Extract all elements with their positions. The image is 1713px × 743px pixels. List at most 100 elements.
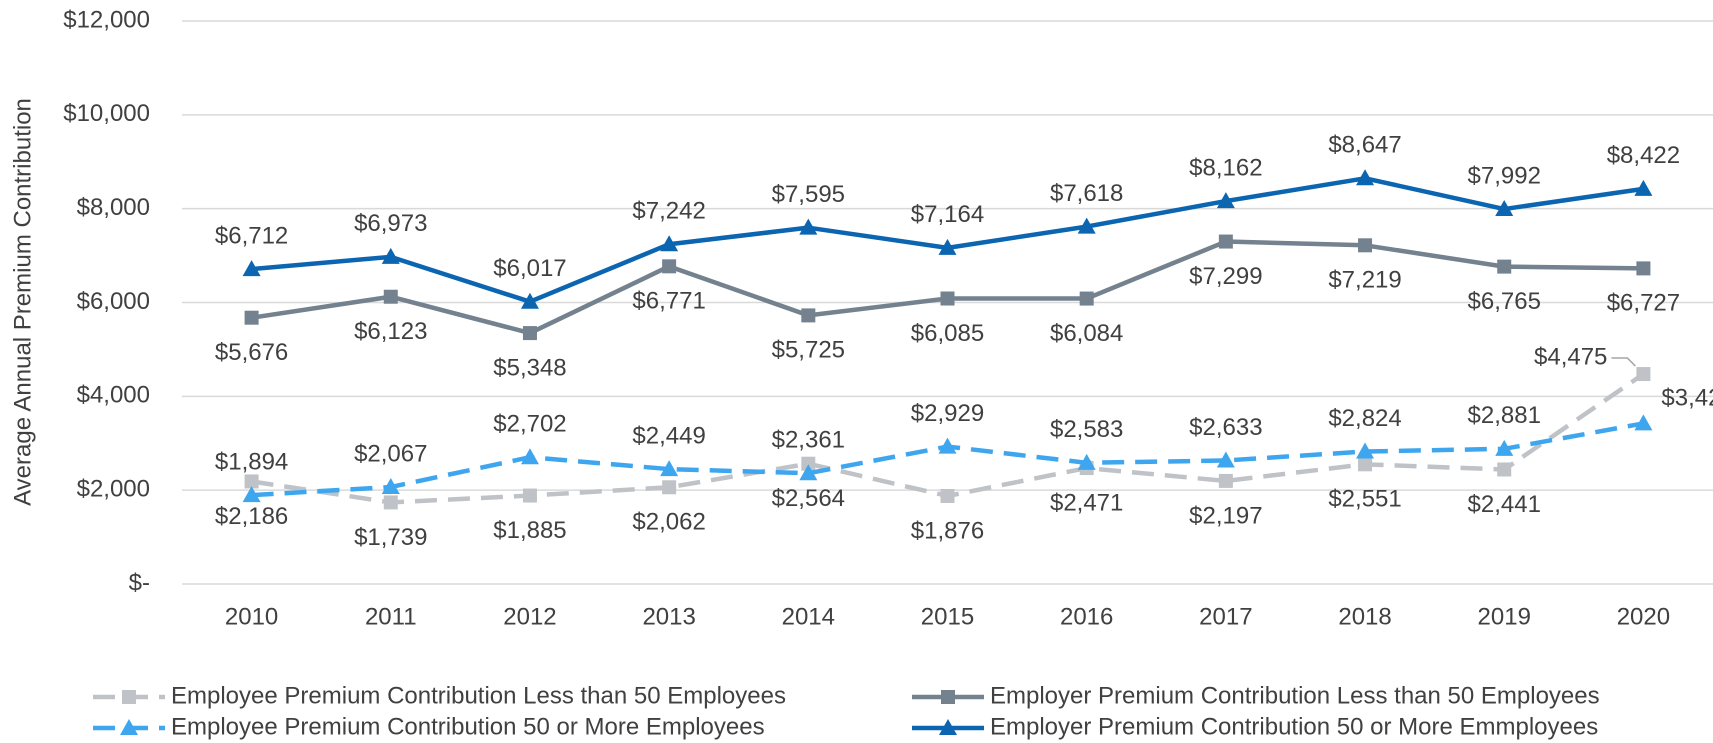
data-label: $7,595 xyxy=(772,181,845,208)
point-marker xyxy=(383,289,398,304)
point-marker xyxy=(1218,473,1233,488)
data-label: $6,017 xyxy=(493,255,566,282)
data-label: $2,197 xyxy=(1189,502,1262,529)
point-marker xyxy=(801,456,816,471)
data-label: $2,633 xyxy=(1189,414,1262,441)
point-marker xyxy=(381,478,400,495)
data-label: $2,441 xyxy=(1468,491,1541,518)
y-tick-label: $2,000 xyxy=(77,476,150,503)
data-label: $3,423 xyxy=(1661,385,1713,412)
data-label: $5,348 xyxy=(493,354,566,381)
data-label: $7,164 xyxy=(911,201,984,228)
data-label: $2,929 xyxy=(911,400,984,427)
x-tick-label: 2019 xyxy=(1478,603,1531,630)
data-label: $6,123 xyxy=(354,318,427,345)
data-label: $2,702 xyxy=(493,411,566,438)
point-marker xyxy=(799,464,818,481)
data-label: $5,725 xyxy=(772,337,845,364)
point-marker xyxy=(662,480,677,495)
series-line xyxy=(251,421,1644,498)
x-tick-label: 2014 xyxy=(782,603,835,630)
x-tick-label: 2016 xyxy=(1060,603,1113,630)
data-label: $2,881 xyxy=(1468,402,1541,429)
point-marker xyxy=(662,259,677,274)
point-marker xyxy=(520,292,539,309)
y-tick-label: $12,000 xyxy=(63,6,150,33)
point-marker xyxy=(801,308,816,323)
y-tick-label: $4,000 xyxy=(77,382,150,409)
x-tick-label: 2018 xyxy=(1338,603,1391,630)
data-label: $6,771 xyxy=(632,288,705,315)
x-tick-label: 2012 xyxy=(503,603,556,630)
leader-line xyxy=(1611,357,1636,367)
data-label: $6,765 xyxy=(1468,288,1541,315)
point-marker xyxy=(1636,367,1651,382)
data-label: $2,067 xyxy=(354,440,427,467)
data-label: $2,062 xyxy=(632,509,705,536)
x-tick-label: 2017 xyxy=(1199,603,1252,630)
data-label: $4,475 xyxy=(1534,343,1607,370)
point-marker xyxy=(1497,259,1512,274)
data-label: $2,186 xyxy=(215,503,288,530)
point-marker xyxy=(660,460,679,477)
y-tick-label: $8,000 xyxy=(77,194,150,221)
data-label: $2,471 xyxy=(1050,489,1123,516)
data-label: $1,739 xyxy=(354,524,427,551)
x-tick-label: 2013 xyxy=(642,603,695,630)
point-marker xyxy=(242,486,261,503)
data-label: $2,361 xyxy=(772,427,845,454)
point-marker xyxy=(1216,451,1235,468)
x-tick-label: 2011 xyxy=(365,603,417,630)
legend-marker xyxy=(939,719,957,735)
data-label: $8,422 xyxy=(1607,142,1680,169)
data-label: $6,727 xyxy=(1607,290,1680,317)
legend-label: Employee Premium Contribution 50 or More… xyxy=(171,713,765,740)
point-marker xyxy=(522,326,537,341)
data-label: $6,973 xyxy=(354,210,427,237)
point-marker xyxy=(1497,462,1512,477)
data-label: $1,885 xyxy=(493,517,566,544)
data-label: $6,084 xyxy=(1050,320,1123,347)
point-marker xyxy=(940,488,955,503)
point-marker xyxy=(1218,234,1233,249)
legend-label: Employee Premium Contribution Less than … xyxy=(171,682,786,709)
data-label: $7,992 xyxy=(1468,162,1541,189)
point-marker xyxy=(381,247,400,264)
y-tick-label: $6,000 xyxy=(77,288,150,315)
data-label: $7,618 xyxy=(1050,180,1123,207)
y-tick-label: $10,000 xyxy=(63,100,150,127)
point-marker xyxy=(1634,414,1653,431)
point-marker xyxy=(940,291,955,306)
point-marker xyxy=(1636,261,1651,276)
point-marker xyxy=(938,437,957,454)
legend-label: Employer Premium Contribution 50 or More… xyxy=(990,713,1598,740)
data-label: $2,449 xyxy=(632,422,705,449)
legend-marker xyxy=(122,690,136,704)
point-marker xyxy=(1356,169,1375,186)
point-marker xyxy=(520,448,539,465)
data-label: $2,583 xyxy=(1050,416,1123,443)
data-label: $7,299 xyxy=(1189,263,1262,290)
x-tick-label: 2010 xyxy=(225,603,278,630)
data-label: $8,162 xyxy=(1189,154,1262,181)
point-marker xyxy=(1358,238,1373,253)
data-label: $7,219 xyxy=(1328,267,1401,294)
x-tick-label: 2015 xyxy=(921,603,974,630)
y-tick-label: $- xyxy=(129,569,150,596)
point-marker xyxy=(1077,453,1096,470)
point-marker xyxy=(660,235,679,252)
point-marker xyxy=(1216,192,1235,209)
point-marker xyxy=(1495,439,1514,456)
point-marker xyxy=(522,488,537,503)
point-marker xyxy=(1356,442,1375,459)
legend-marker xyxy=(941,690,955,704)
point-marker xyxy=(383,495,398,510)
y-axis-label: Average Annual Premium Contribution xyxy=(9,98,36,506)
point-marker xyxy=(799,218,818,235)
data-label: $6,712 xyxy=(215,222,288,249)
data-label: $2,824 xyxy=(1328,405,1401,432)
data-label: $6,085 xyxy=(911,320,984,347)
legend-label: Employer Premium Contribution Less than … xyxy=(990,682,1600,709)
point-marker xyxy=(1634,179,1653,196)
